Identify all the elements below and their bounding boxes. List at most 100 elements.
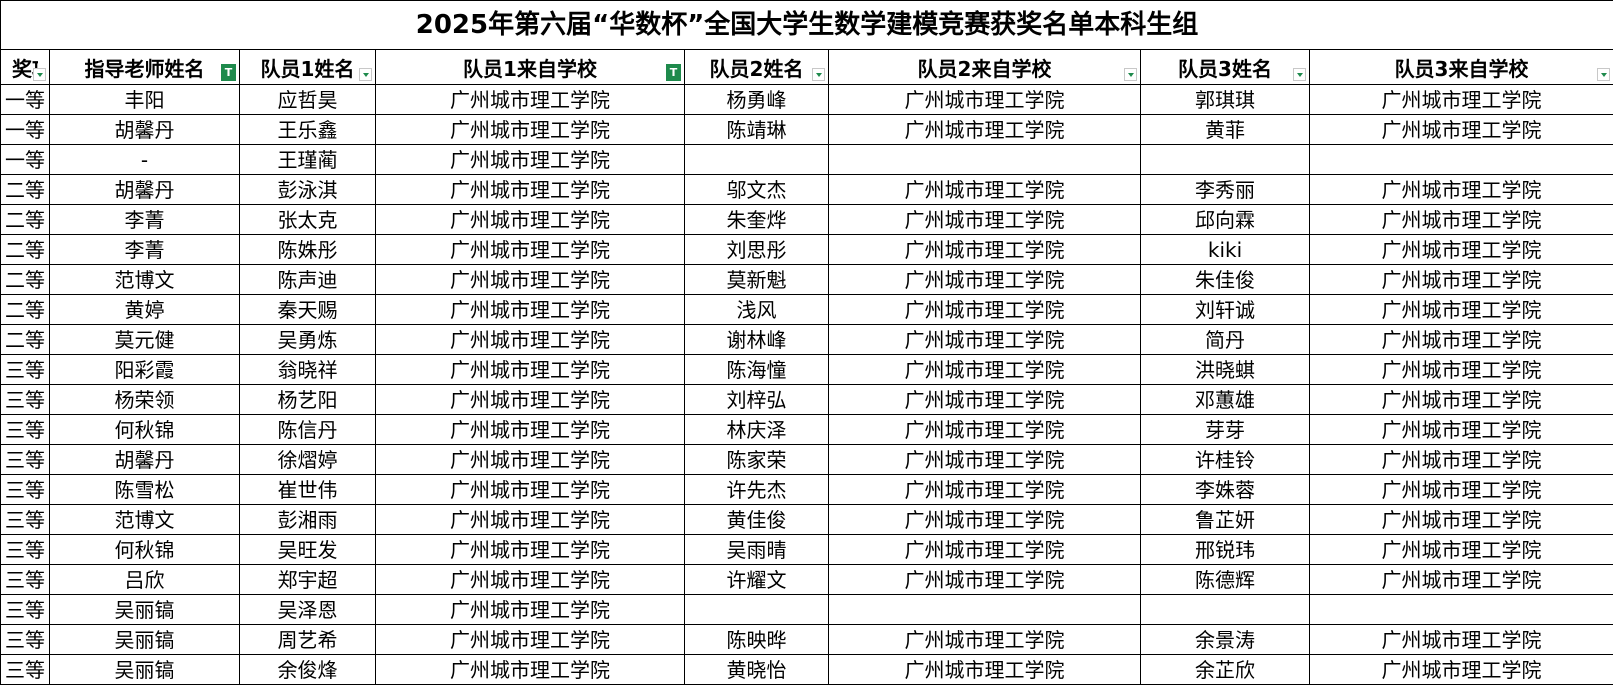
cell-member2-name[interactable]: 莫新魁 bbox=[685, 265, 829, 295]
cell-member3-name[interactable]: 邢锐玮 bbox=[1141, 535, 1310, 565]
cell-member2-school[interactable]: 广州城市理工学院 bbox=[829, 295, 1141, 325]
filter-dropdown-icon[interactable] bbox=[812, 68, 825, 81]
cell-member3-name[interactable]: 刘轩诚 bbox=[1141, 295, 1310, 325]
cell-member3-name[interactable]: 郭琪琪 bbox=[1141, 85, 1310, 115]
cell-member1-name[interactable]: 吴泽恩 bbox=[240, 595, 376, 625]
filter-dropdown-icon[interactable] bbox=[359, 68, 372, 81]
cell-member3-school[interactable]: 广州城市理工学院 bbox=[1310, 175, 1613, 205]
cell-member1-name[interactable]: 彭湘雨 bbox=[240, 505, 376, 535]
cell-award[interactable]: 一等 bbox=[1, 145, 50, 175]
cell-member3-name[interactable]: 邱向霖 bbox=[1141, 205, 1310, 235]
cell-member1-school[interactable]: 广州城市理工学院 bbox=[376, 445, 685, 475]
cell-member1-name[interactable]: 秦天赐 bbox=[240, 295, 376, 325]
cell-advisor[interactable]: 吴丽镐 bbox=[50, 625, 240, 655]
cell-member2-name[interactable]: 浅风 bbox=[685, 295, 829, 325]
cell-member3-school[interactable]: 广州城市理工学院 bbox=[1310, 535, 1613, 565]
cell-member3-name[interactable]: 李秀丽 bbox=[1141, 175, 1310, 205]
cell-member1-name[interactable]: 张太克 bbox=[240, 205, 376, 235]
cell-member1-name[interactable]: 陈信丹 bbox=[240, 415, 376, 445]
cell-member3-school[interactable]: 广州城市理工学院 bbox=[1310, 235, 1613, 265]
cell-member1-name[interactable]: 彭泳淇 bbox=[240, 175, 376, 205]
cell-member3-name[interactable] bbox=[1141, 145, 1310, 175]
cell-member3-school[interactable]: 广州城市理工学院 bbox=[1310, 355, 1613, 385]
column-header-member2-school[interactable]: 队员2来自学校 bbox=[829, 50, 1141, 85]
cell-member2-school[interactable]: 广州城市理工学院 bbox=[829, 475, 1141, 505]
column-header-member1-name[interactable]: 队员1姓名 bbox=[240, 50, 376, 85]
cell-member2-school[interactable]: 广州城市理工学院 bbox=[829, 235, 1141, 265]
cell-award[interactable]: 二等 bbox=[1, 205, 50, 235]
cell-advisor[interactable]: 吴丽镐 bbox=[50, 595, 240, 625]
cell-award[interactable]: 二等 bbox=[1, 325, 50, 355]
cell-advisor[interactable]: 陈雪松 bbox=[50, 475, 240, 505]
filter-active-icon[interactable]: T bbox=[666, 64, 681, 81]
cell-award[interactable]: 二等 bbox=[1, 295, 50, 325]
cell-member1-school[interactable]: 广州城市理工学院 bbox=[376, 565, 685, 595]
cell-member2-name[interactable]: 刘梓弘 bbox=[685, 385, 829, 415]
cell-member2-name[interactable]: 陈映晔 bbox=[685, 625, 829, 655]
cell-member2-name[interactable]: 刘思彤 bbox=[685, 235, 829, 265]
cell-member1-school[interactable]: 广州城市理工学院 bbox=[376, 535, 685, 565]
cell-member1-name[interactable]: 郑宇超 bbox=[240, 565, 376, 595]
cell-member2-name[interactable]: 黄佳俊 bbox=[685, 505, 829, 535]
cell-member3-name[interactable]: 朱佳俊 bbox=[1141, 265, 1310, 295]
cell-advisor[interactable]: 阳彩霞 bbox=[50, 355, 240, 385]
cell-member3-school[interactable]: 广州城市理工学院 bbox=[1310, 325, 1613, 355]
cell-advisor[interactable]: 莫元健 bbox=[50, 325, 240, 355]
cell-member2-name[interactable] bbox=[685, 595, 829, 625]
cell-advisor[interactable]: 胡馨丹 bbox=[50, 175, 240, 205]
cell-member2-name[interactable]: 谢林峰 bbox=[685, 325, 829, 355]
cell-advisor[interactable]: 何秋锦 bbox=[50, 415, 240, 445]
cell-member1-name[interactable]: 陈声迪 bbox=[240, 265, 376, 295]
cell-award[interactable]: 三等 bbox=[1, 625, 50, 655]
cell-advisor[interactable]: - bbox=[50, 145, 240, 175]
cell-member2-school[interactable]: 广州城市理工学院 bbox=[829, 505, 1141, 535]
cell-member3-name[interactable]: 洪晓蜞 bbox=[1141, 355, 1310, 385]
cell-member1-school[interactable]: 广州城市理工学院 bbox=[376, 145, 685, 175]
cell-member2-school[interactable]: 广州城市理工学院 bbox=[829, 445, 1141, 475]
cell-member2-school[interactable]: 广州城市理工学院 bbox=[829, 565, 1141, 595]
cell-member2-name[interactable]: 陈海憧 bbox=[685, 355, 829, 385]
cell-member3-name[interactable]: kiki bbox=[1141, 235, 1310, 265]
cell-award[interactable]: 二等 bbox=[1, 265, 50, 295]
cell-member2-name[interactable] bbox=[685, 145, 829, 175]
cell-member3-name[interactable]: 黄菲 bbox=[1141, 115, 1310, 145]
cell-member2-name[interactable]: 邬文杰 bbox=[685, 175, 829, 205]
cell-member1-name[interactable]: 吴旺发 bbox=[240, 535, 376, 565]
cell-member1-name[interactable]: 余俊烽 bbox=[240, 655, 376, 685]
cell-member1-school[interactable]: 广州城市理工学院 bbox=[376, 115, 685, 145]
cell-member2-name[interactable]: 杨勇峰 bbox=[685, 85, 829, 115]
cell-member2-name[interactable]: 陈家荣 bbox=[685, 445, 829, 475]
cell-member1-school[interactable]: 广州城市理工学院 bbox=[376, 325, 685, 355]
cell-award[interactable]: 三等 bbox=[1, 505, 50, 535]
filter-dropdown-icon[interactable] bbox=[1124, 68, 1137, 81]
cell-member3-name[interactable]: 余景涛 bbox=[1141, 625, 1310, 655]
cell-member1-school[interactable]: 广州城市理工学院 bbox=[376, 295, 685, 325]
filter-dropdown-icon[interactable] bbox=[33, 68, 46, 81]
cell-member2-school[interactable]: 广州城市理工学院 bbox=[829, 355, 1141, 385]
cell-advisor[interactable]: 何秋锦 bbox=[50, 535, 240, 565]
cell-member1-school[interactable]: 广州城市理工学院 bbox=[376, 595, 685, 625]
cell-advisor[interactable]: 胡馨丹 bbox=[50, 115, 240, 145]
cell-member3-school[interactable]: 广州城市理工学院 bbox=[1310, 265, 1613, 295]
filter-dropdown-icon[interactable] bbox=[1293, 68, 1306, 81]
cell-member1-school[interactable]: 广州城市理工学院 bbox=[376, 385, 685, 415]
cell-member1-name[interactable]: 王乐鑫 bbox=[240, 115, 376, 145]
cell-advisor[interactable]: 丰阳 bbox=[50, 85, 240, 115]
cell-member1-name[interactable]: 应哲昊 bbox=[240, 85, 376, 115]
cell-member3-school[interactable]: 广州城市理工学院 bbox=[1310, 475, 1613, 505]
cell-award[interactable]: 三等 bbox=[1, 655, 50, 685]
cell-member2-school[interactable]: 广州城市理工学院 bbox=[829, 85, 1141, 115]
cell-member1-school[interactable]: 广州城市理工学院 bbox=[376, 355, 685, 385]
cell-member1-name[interactable]: 王瑾蔺 bbox=[240, 145, 376, 175]
cell-member1-name[interactable]: 杨艺阳 bbox=[240, 385, 376, 415]
cell-award[interactable]: 三等 bbox=[1, 415, 50, 445]
cell-member1-name[interactable]: 陈姝彤 bbox=[240, 235, 376, 265]
cell-member3-school[interactable]: 广州城市理工学院 bbox=[1310, 505, 1613, 535]
cell-member3-school[interactable]: 广州城市理工学院 bbox=[1310, 415, 1613, 445]
cell-member3-name[interactable]: 陈德辉 bbox=[1141, 565, 1310, 595]
cell-member3-school[interactable] bbox=[1310, 145, 1613, 175]
cell-member3-name[interactable]: 余芷欣 bbox=[1141, 655, 1310, 685]
cell-award[interactable]: 三等 bbox=[1, 445, 50, 475]
